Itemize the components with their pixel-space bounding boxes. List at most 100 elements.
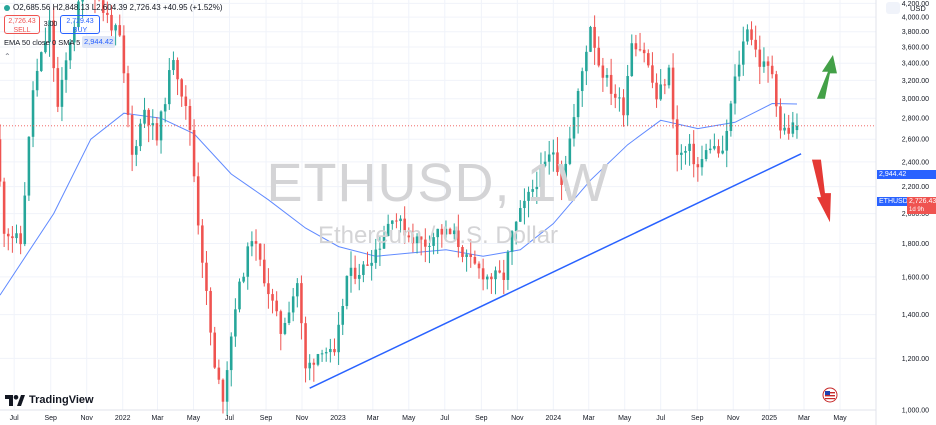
up-arrow	[816, 55, 837, 99]
x-tick-label: Mar	[151, 415, 164, 422]
market-status-icon	[4, 4, 10, 11]
x-tick-label: Mar	[583, 415, 596, 422]
x-tick-label: Sep	[691, 415, 704, 422]
candle-body	[717, 146, 720, 154]
us-flag-icon[interactable]	[822, 387, 838, 403]
candle-body	[647, 53, 650, 66]
settings-toggle[interactable]	[886, 2, 900, 14]
candle-body	[407, 235, 411, 238]
candle-body	[143, 109, 146, 124]
grid	[0, 0, 877, 425]
candle-body	[766, 61, 770, 66]
candle-body	[622, 97, 625, 116]
candle-body	[349, 267, 353, 276]
candle-body	[155, 123, 159, 141]
candle-body	[382, 236, 386, 249]
candle-body	[481, 268, 485, 280]
candle-body	[589, 26, 592, 52]
x-tick-label: May	[618, 415, 632, 422]
candle-body	[795, 125, 799, 131]
x-tick-label: Nov	[727, 415, 740, 422]
candle-body	[23, 195, 27, 245]
symbol-tag: ETHUSD	[877, 197, 908, 206]
candle-body	[110, 14, 113, 31]
candle-body	[477, 263, 481, 269]
candle-body	[31, 90, 35, 137]
candle-body	[675, 119, 679, 155]
candle-body	[6, 233, 10, 237]
y-tick-label: 3,600.00	[902, 45, 929, 52]
candle-body	[234, 309, 237, 337]
candle-body	[708, 148, 712, 151]
sell-label: SELL	[13, 27, 31, 34]
candle-body	[35, 70, 39, 91]
candle-body	[366, 264, 369, 266]
candle-body	[543, 161, 547, 166]
candle-body	[704, 150, 708, 160]
candle-body	[597, 47, 601, 66]
candle-body	[0, 139, 2, 182]
time-axis[interactable]: Jul Sep Nov 2022 Mar May Jul Sep Nov 2023 Mar May Ju…	[10, 415, 847, 422]
candle-body	[655, 82, 658, 100]
buy-price: 2,729.43	[66, 18, 94, 25]
candle-body	[163, 104, 167, 112]
candle-body	[432, 237, 435, 246]
candle-body	[324, 352, 328, 354]
candle-body	[217, 367, 221, 380]
x-tick-label: Sep	[44, 415, 57, 422]
candle-body	[287, 312, 291, 323]
candle-body	[19, 233, 22, 245]
candle-body	[130, 114, 134, 155]
candle-body	[262, 259, 266, 284]
candle-body	[576, 91, 580, 118]
candle-body	[308, 362, 311, 369]
candle-body	[362, 264, 365, 275]
candle-body	[275, 300, 278, 312]
y-tick-label: 4,200.00	[902, 1, 929, 8]
candle-body	[341, 306, 345, 325]
candle-body	[114, 25, 117, 31]
candle-body	[320, 353, 324, 355]
candle-body	[386, 223, 390, 237]
candle-body	[523, 200, 526, 209]
x-tick-label: 2022	[115, 415, 131, 422]
buy-button[interactable]: 2,729.43 BUY	[60, 15, 100, 34]
candle-body	[547, 154, 551, 162]
candle-body	[572, 117, 576, 139]
candle-body	[118, 25, 122, 36]
x-tick-label: May	[187, 415, 201, 422]
x-tick-label: 2025	[761, 415, 777, 422]
candle-body	[176, 60, 179, 80]
candle-body	[618, 97, 621, 99]
price-axis[interactable]: 1,000.00 1,200.00 1,400.00 1,600.00 1,800.00…	[902, 1, 929, 415]
tradingview-icon	[5, 394, 25, 406]
tradingview-logo[interactable]: TradingView	[5, 393, 94, 407]
x-tick-label: Jul	[440, 415, 449, 422]
y-tick-label: 2,800.00	[902, 116, 929, 123]
y-tick-label: 2,400.00	[902, 159, 929, 166]
candle-body	[205, 262, 208, 291]
candle-body	[725, 130, 729, 151]
candle-body	[337, 324, 340, 353]
y-tick-label: 3,200.00	[902, 78, 929, 85]
collapse-legend-icon[interactable]: ⌃	[4, 52, 11, 61]
candle-body	[502, 272, 506, 280]
candle-body	[329, 348, 332, 353]
candle-body	[469, 254, 473, 258]
sell-button[interactable]: 2,726.43 SELL	[4, 15, 40, 34]
candle-body	[490, 276, 493, 280]
indicator-legend[interactable]: EMA 50 close 0 SMA 5	[4, 38, 81, 47]
x-tick-label: May	[402, 415, 416, 422]
arrows	[811, 55, 837, 223]
candle-body	[77, 1, 80, 28]
candle-body	[15, 233, 18, 239]
currency-label[interactable]: USD	[910, 4, 926, 13]
candle-body	[159, 111, 163, 141]
candle-body	[180, 79, 183, 97]
candle-body	[391, 220, 394, 224]
candle-body	[304, 323, 307, 369]
support-trendline	[309, 153, 802, 389]
candle-body	[333, 348, 336, 353]
